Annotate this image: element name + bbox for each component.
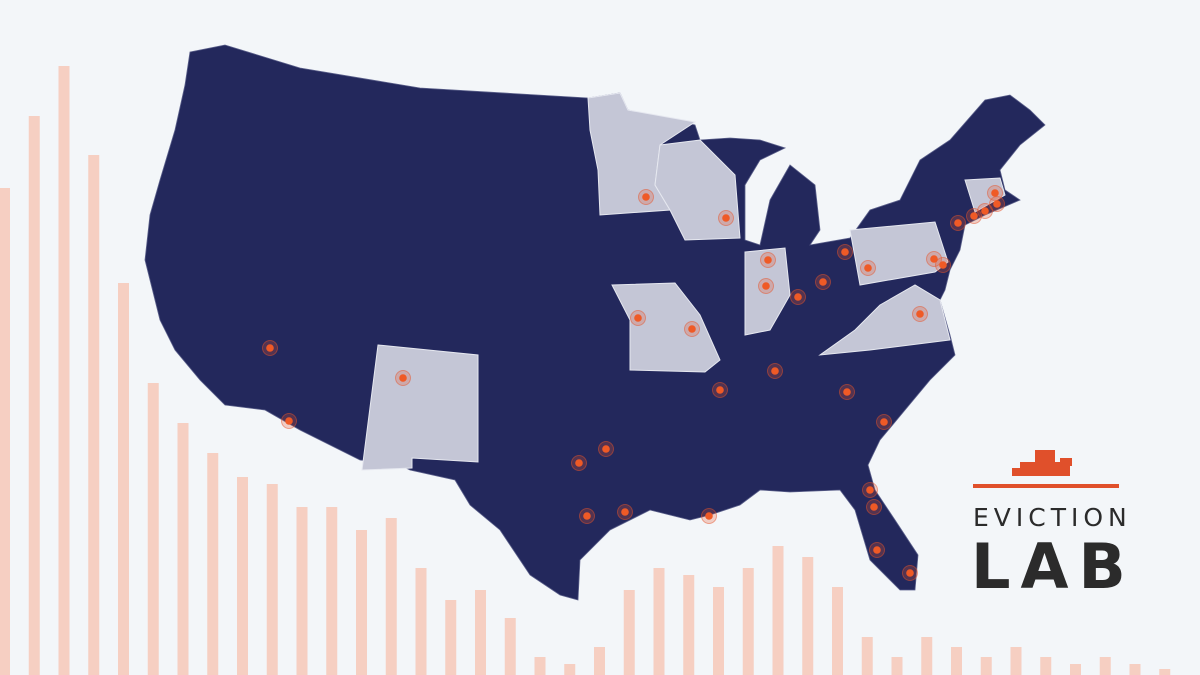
marker <box>705 512 713 520</box>
marker <box>866 486 874 494</box>
deco-bar <box>921 637 933 675</box>
deco-bar <box>58 66 70 675</box>
deco-bar <box>177 423 189 675</box>
deco-bar <box>147 383 159 675</box>
city-markers <box>262 185 1005 581</box>
deco-bar <box>683 575 695 675</box>
deco-bar <box>713 587 724 675</box>
marker <box>993 200 1001 208</box>
deco-bar <box>356 530 367 675</box>
deco-bar <box>1070 664 1081 675</box>
state-in <box>744 247 791 336</box>
marker <box>880 418 888 426</box>
deco-bar <box>564 664 576 675</box>
logo-rule <box>973 484 1119 488</box>
marker <box>794 293 802 301</box>
marker <box>688 325 696 333</box>
state-mo <box>611 282 721 373</box>
marker <box>981 207 989 215</box>
deco-bar <box>1129 664 1141 675</box>
marker <box>864 264 872 272</box>
marker <box>870 503 878 511</box>
logo-line2: LAB <box>971 530 1136 603</box>
marker <box>642 193 650 201</box>
deco-bar <box>951 647 962 675</box>
deco-bar <box>772 546 784 675</box>
logo: EVICTION LAB <box>971 450 1136 603</box>
marker <box>762 282 770 290</box>
deco-bar <box>504 618 516 675</box>
highlighted-states <box>361 92 1006 471</box>
deco-bar <box>296 507 308 675</box>
marker <box>764 256 772 264</box>
deco-bar <box>266 484 278 675</box>
marker <box>621 508 629 516</box>
marker <box>939 261 947 269</box>
marker <box>930 255 938 263</box>
deco-bar <box>326 507 338 675</box>
deco-bar <box>802 557 814 675</box>
deco-bar <box>861 637 873 675</box>
marker <box>841 248 849 256</box>
deco-bar <box>385 518 397 675</box>
deco-bar <box>118 283 129 675</box>
deco-bar <box>891 657 903 675</box>
marker <box>399 374 407 382</box>
marker <box>843 388 851 396</box>
marker <box>266 344 274 352</box>
deco-bar <box>623 590 635 675</box>
marker <box>583 512 591 520</box>
deco-bar <box>88 155 100 675</box>
marker <box>906 569 914 577</box>
marker <box>602 445 610 453</box>
deco-bar <box>1010 647 1022 675</box>
marker <box>634 314 642 322</box>
logo-icon <box>1012 450 1072 476</box>
state-va <box>818 284 951 356</box>
state-nm <box>361 344 479 471</box>
marker <box>970 212 978 220</box>
marker <box>873 546 881 554</box>
marker <box>285 417 293 425</box>
marker <box>575 459 583 467</box>
deco-bar <box>445 600 457 675</box>
deco-bar <box>980 657 992 675</box>
deco-bar <box>1159 669 1171 675</box>
logo-line1: EVICTION <box>973 503 1132 532</box>
marker <box>722 214 730 222</box>
deco-bar <box>237 477 248 675</box>
marker <box>916 310 924 318</box>
background-bars <box>0 66 1171 675</box>
deco-bar <box>742 568 754 675</box>
deco-bar <box>0 188 10 675</box>
marker <box>771 367 779 375</box>
deco-bar <box>594 647 605 675</box>
marker <box>954 219 962 227</box>
deco-bar <box>832 587 843 675</box>
deco-bar <box>1040 657 1052 675</box>
deco-bar <box>653 568 665 675</box>
marker <box>819 278 827 286</box>
state-ct <box>964 177 1006 213</box>
deco-bar <box>28 116 40 675</box>
deco-bar <box>207 453 219 675</box>
deco-bar <box>1099 657 1111 675</box>
marker <box>991 189 999 197</box>
deco-bar <box>475 590 486 675</box>
deco-bar <box>415 568 427 675</box>
marker <box>716 386 724 394</box>
deco-bar <box>534 657 546 675</box>
